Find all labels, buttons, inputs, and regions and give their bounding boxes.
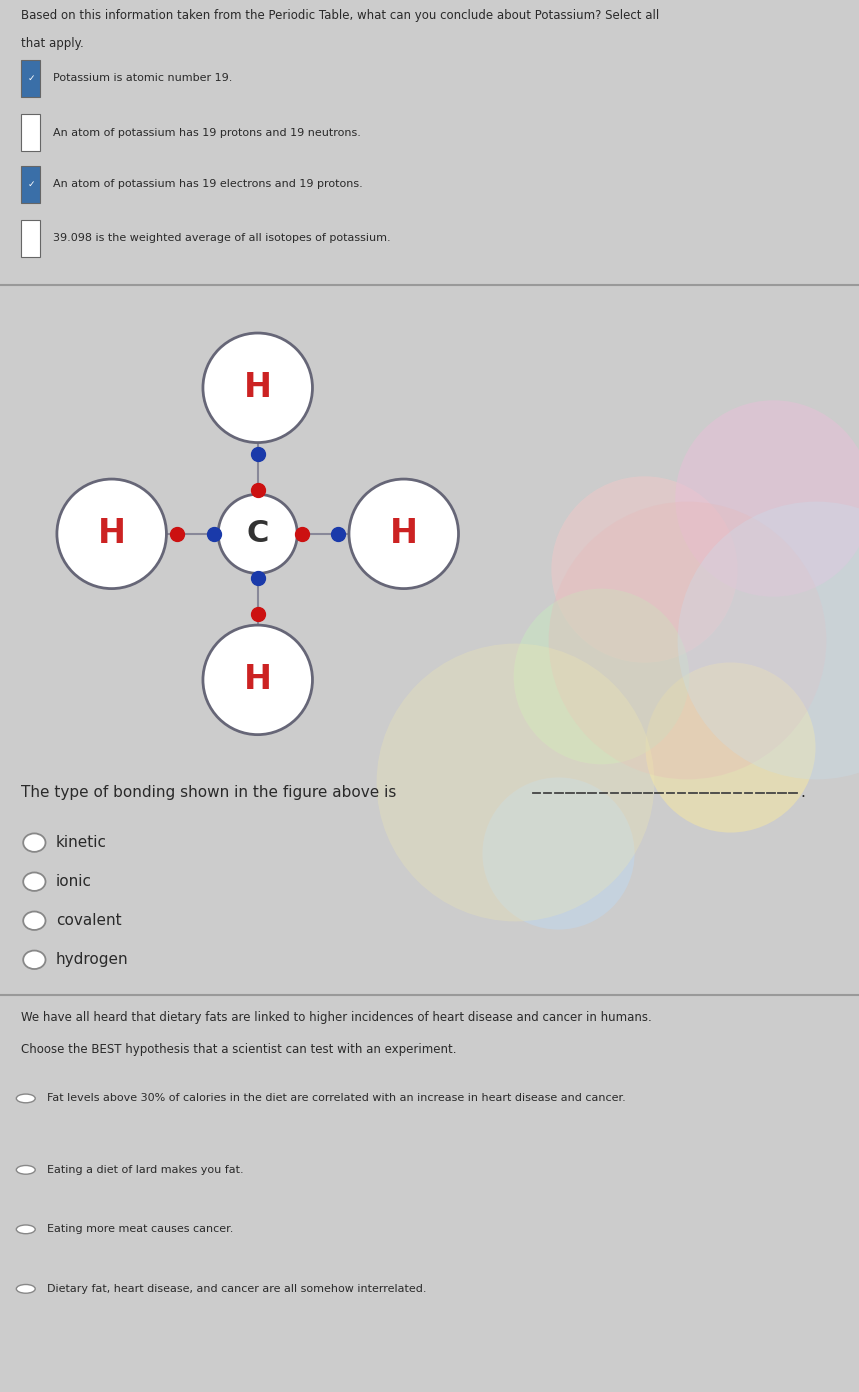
Circle shape [16,1165,35,1175]
Point [551,842,565,864]
Text: hydrogen: hydrogen [56,952,129,967]
FancyBboxPatch shape [21,60,40,97]
Circle shape [16,1225,35,1233]
Circle shape [57,479,167,589]
Text: ✓: ✓ [27,74,34,84]
Point [509,771,522,793]
FancyBboxPatch shape [21,220,40,256]
FancyBboxPatch shape [21,114,40,152]
Circle shape [218,494,297,574]
Text: H: H [244,664,271,696]
Text: Choose the BEST hypothesis that a scientist can test with an experiment.: Choose the BEST hypothesis that a scient… [21,1043,457,1057]
Circle shape [349,479,459,589]
Point [680,629,694,651]
Text: An atom of potassium has 19 electrons and 19 protons.: An atom of potassium has 19 electrons an… [53,180,363,189]
Circle shape [23,951,46,969]
Text: that apply.: that apply. [21,38,84,50]
Text: We have all heard that dietary fats are linked to higher incidences of heart dis: We have all heard that dietary fats are … [21,1011,652,1025]
Text: H: H [244,372,271,404]
Text: Dietary fat, heart disease, and cancer are all somehow interrelated.: Dietary fat, heart disease, and cancer a… [47,1283,427,1293]
Text: Based on this information taken from the Periodic Table, what can you conclude a: Based on this information taken from the… [21,8,660,21]
Circle shape [23,834,46,852]
Text: Potassium is atomic number 19.: Potassium is atomic number 19. [53,74,233,84]
Text: Fat levels above 30% of calories in the diet are correlated with an increase in : Fat levels above 30% of calories in the … [47,1094,626,1104]
Circle shape [23,873,46,891]
Text: ionic: ionic [56,874,92,889]
Circle shape [203,333,313,443]
Text: H: H [390,518,417,550]
Text: Eating more meat causes cancer.: Eating more meat causes cancer. [47,1225,234,1235]
Point [594,665,608,688]
Circle shape [23,912,46,930]
Circle shape [203,625,313,735]
Text: An atom of potassium has 19 protons and 19 neutrons.: An atom of potassium has 19 protons and … [53,128,361,138]
Text: kinetic: kinetic [56,835,107,851]
Text: ✓: ✓ [27,180,34,188]
Text: The type of bonding shown in the figure above is: The type of bonding shown in the figure … [21,785,402,800]
Circle shape [16,1285,35,1293]
Point [766,487,780,509]
Text: C: C [247,519,269,548]
Text: H: H [98,518,125,550]
Point [723,736,737,759]
Text: Eating a diet of lard makes you fat.: Eating a diet of lard makes you fat. [47,1165,244,1175]
Circle shape [16,1094,35,1102]
Point [637,558,651,580]
Text: 39.098 is the weighted average of all isotopes of potassium.: 39.098 is the weighted average of all is… [53,234,391,244]
Text: .: . [801,785,806,800]
Text: covalent: covalent [56,913,121,928]
FancyBboxPatch shape [21,166,40,203]
Point [809,629,823,651]
